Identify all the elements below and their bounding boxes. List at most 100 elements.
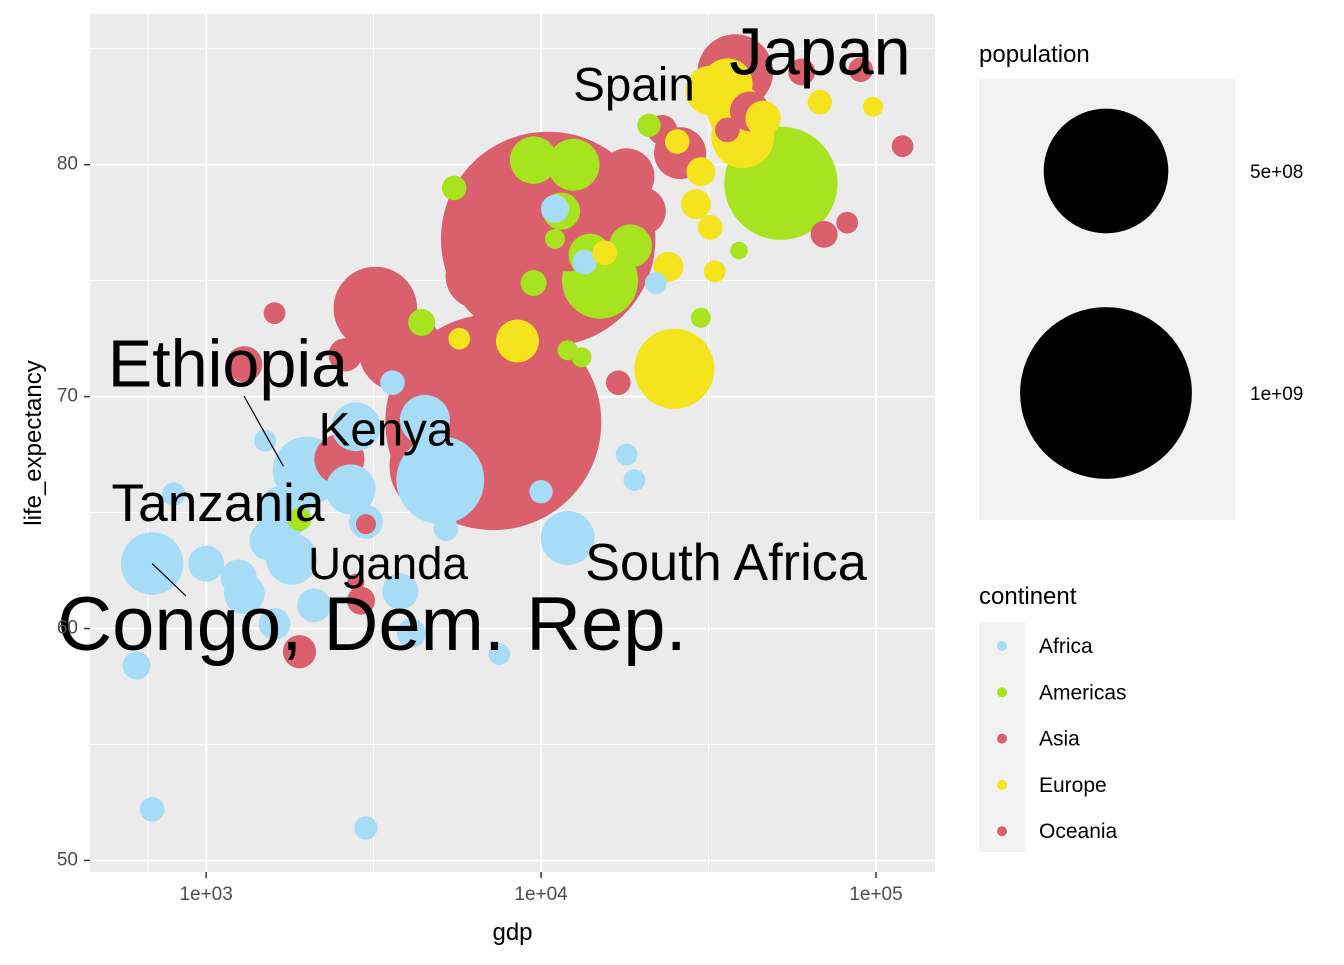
data-point-asia [328,338,362,372]
point-label-ethiopia: Ethiopia [108,328,348,402]
data-point-europe [495,319,539,363]
data-point-africa [644,272,667,294]
color-legend-key-americas [997,687,1007,698]
label-leader-line [243,395,284,467]
size-legend-title: population [979,41,1090,68]
point-label-uganda: Uganda [308,538,468,589]
data-point-europe [745,100,781,137]
data-point-africa [220,559,257,596]
data-point-americas [730,241,748,260]
data-point-africa [122,651,151,680]
data-point-europe [697,215,723,240]
data-point-asia [605,370,631,396]
data-point-africa [380,370,405,396]
point-label-congo-dem-rep-: Congo, Dem. Rep. [57,582,686,667]
data-point-africa [258,608,291,640]
data-point-africa [433,516,459,542]
data-point-asia [432,350,502,420]
data-point-americas [287,507,312,532]
data-point-asia [848,57,874,82]
y-tick-label: 70 [57,386,78,407]
data-point-africa [325,464,376,515]
data-point-oceania [347,573,365,591]
data-point-asia [282,635,317,669]
data-point-europe [448,327,471,350]
data-point-americas [520,270,547,296]
size-legend-key [1020,307,1192,479]
point-label-tanzania: Tanzania [112,474,325,533]
x-tick-label: 1e+05 [849,884,902,905]
data-point-europe [681,189,711,220]
color-legend-title: continent [979,583,1077,610]
x-axis-title: gdp [492,919,532,946]
data-point-asia [445,243,512,309]
y-axis-title: life_expectancy [20,360,47,525]
data-point-americas [690,307,711,328]
data-point-americas [547,138,600,191]
y-tick-label: 60 [57,618,78,639]
data-point-africa [488,643,511,665]
data-point-africa [139,797,165,822]
data-point-africa [540,511,595,566]
size-legend-key [1043,108,1169,234]
data-point-asia [355,514,376,535]
color-legend-key-oceania [997,826,1007,837]
data-point-europe [807,89,833,115]
data-point-americas [509,136,558,184]
data-point-americas [637,113,661,137]
data-point-europe [863,96,884,117]
data-point-africa [399,394,450,445]
data-point-americas [609,224,653,268]
x-tick-label: 1e+03 [179,884,232,905]
color-legend-label-europe: Europe [1039,774,1107,797]
data-point-africa [396,618,426,648]
data-point-africa [331,402,381,452]
color-legend-label-oceania: Oceania [1039,820,1118,843]
x-tick-label: 1e+04 [514,884,568,905]
data-point-africa [623,469,646,492]
data-point-asia [891,135,914,158]
point-label-south-africa: South Africa [585,534,868,592]
data-point-americas [571,347,592,368]
data-point-americas [544,228,565,249]
data-point-africa [249,519,291,561]
data-point-africa [396,436,485,525]
data-point-africa [572,249,598,275]
data-point-africa [254,429,277,452]
color-legend-label-africa: Africa [1039,635,1093,658]
label-leader-line [151,563,187,597]
data-point-europe [686,157,716,187]
data-point-europe [634,328,715,409]
point-label-spain: Spain [573,59,695,112]
data-point-africa [382,573,419,610]
data-point-asia [836,211,859,234]
data-point-asia [618,187,666,236]
point-label-kenya: Kenya [319,404,454,457]
data-point-africa [529,480,553,504]
data-point-europe [685,65,736,116]
color-legend-key-europe [997,779,1007,790]
data-point-africa [615,443,638,466]
color-legend-key-africa [997,641,1007,651]
data-point-africa [162,482,186,506]
data-point-oceania [715,117,740,143]
data-point-asia [263,302,286,325]
data-point-africa [540,194,569,223]
size-legend-label: 1e+09 [1250,384,1303,405]
y-tick-label: 50 [57,849,78,870]
data-point-europe [664,129,690,154]
data-point-asia [347,586,376,615]
data-point-africa [188,545,225,582]
data-point-americas [408,308,436,336]
size-legend-label: 5e+08 [1250,162,1303,183]
data-point-africa [354,816,378,840]
data-point-europe [703,260,726,283]
color-legend-label-americas: Americas [1039,681,1127,704]
color-legend-label-asia: Asia [1039,728,1080,751]
point-label-japan: Japan [729,16,910,90]
data-point-americas [441,175,467,201]
data-point-africa [297,588,332,623]
data-point-asia [810,220,838,248]
